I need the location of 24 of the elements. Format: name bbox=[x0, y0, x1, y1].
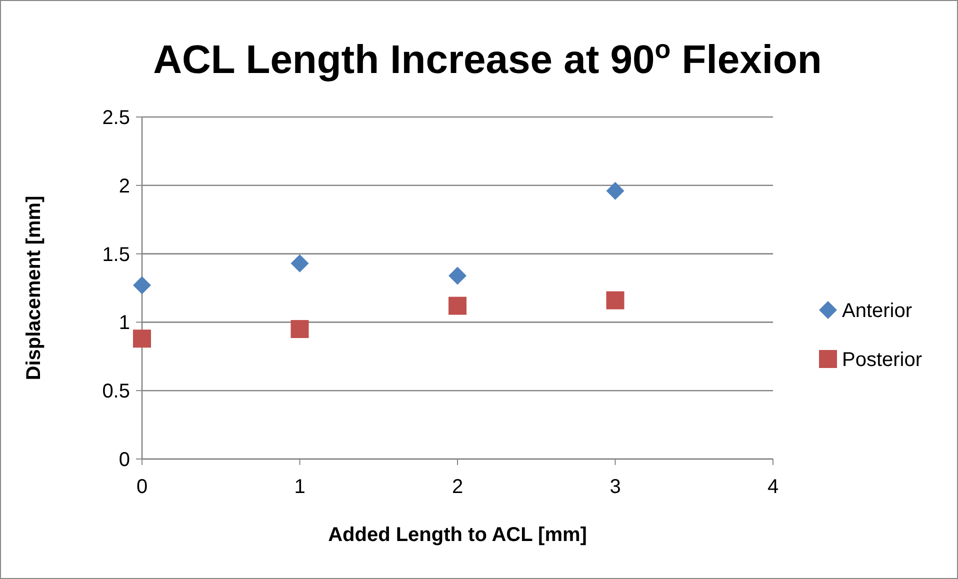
y-tick-label: 1 bbox=[118, 312, 130, 334]
y-tick-label: 0 bbox=[118, 449, 130, 471]
x-tick-label: 0 bbox=[136, 476, 148, 498]
point bbox=[290, 254, 309, 272]
point bbox=[133, 276, 151, 294]
y-tick-label: 2.5 bbox=[102, 107, 130, 129]
x-axis-title: Added Length to ACL [mm] bbox=[328, 524, 587, 546]
x-tick-label: 3 bbox=[610, 476, 621, 498]
y-tick-label: 1.5 bbox=[102, 244, 130, 266]
x-tick-label: 2 bbox=[452, 476, 464, 498]
legend-label: Posterior bbox=[842, 349, 922, 371]
point bbox=[606, 291, 624, 310]
point bbox=[606, 182, 624, 200]
point bbox=[290, 320, 309, 338]
point bbox=[133, 330, 151, 348]
legend-label: Anterior bbox=[842, 300, 912, 322]
y-tick-label: 2 bbox=[118, 175, 130, 198]
chart-title: ACL Length Increase at 90$^{o}$ Flexion bbox=[153, 34, 822, 82]
x-tick-label: 1 bbox=[294, 476, 306, 498]
point bbox=[448, 266, 466, 285]
y-axis-title: Displacement [mm] bbox=[23, 196, 45, 380]
point bbox=[448, 296, 466, 315]
x-tick-label: 4 bbox=[767, 476, 779, 498]
y-tick-label: 0.5 bbox=[102, 380, 130, 403]
